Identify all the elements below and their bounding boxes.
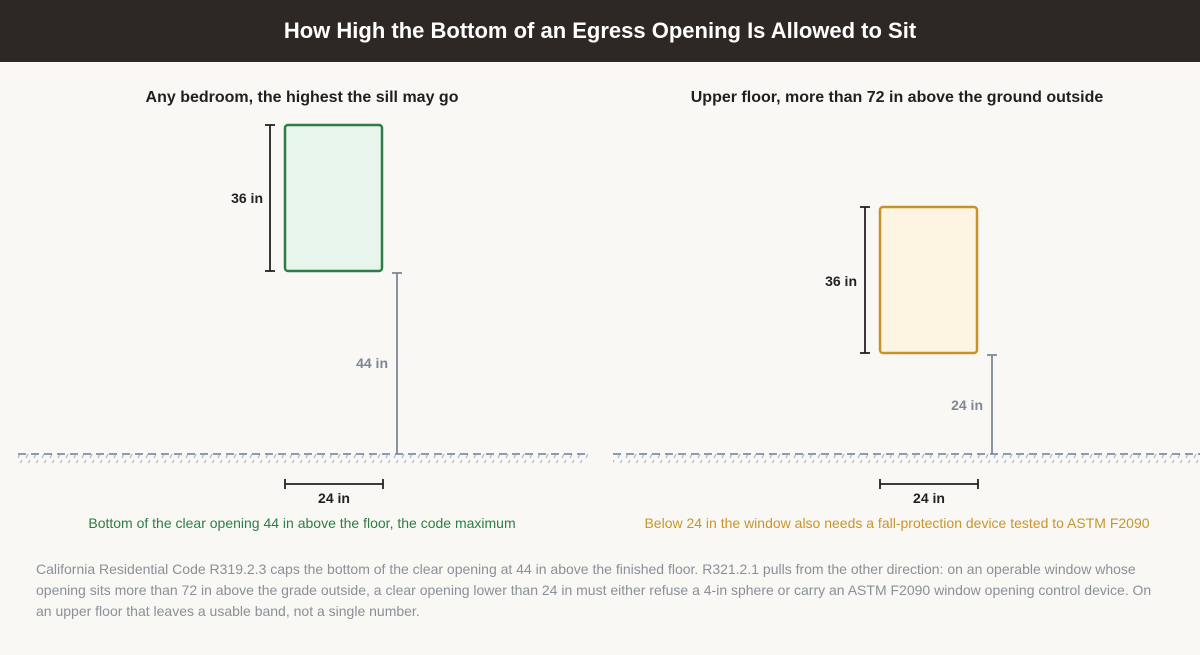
height-dimension-left bbox=[265, 124, 275, 272]
panel-right: Upper floor, more than 72 in above the g… bbox=[613, 89, 1200, 531]
panel-left-caption: Bottom of the clear opening 44 in above … bbox=[88, 515, 515, 531]
sill-label-right: 24 in bbox=[951, 397, 983, 413]
panel-left: Any bedroom, the highest the sill may go… bbox=[18, 89, 588, 531]
sill-dimension-right bbox=[987, 354, 997, 454]
egress-diagram: Any bedroom, the highest the sill may go… bbox=[18, 89, 1200, 531]
width-dimension-left bbox=[284, 479, 384, 489]
width-dimension-right bbox=[879, 479, 979, 489]
page-title: How High the Bottom of an Egress Opening… bbox=[283, 18, 917, 43]
height-label-right: 36 in bbox=[825, 273, 857, 289]
width-label-right: 24 in bbox=[913, 490, 945, 506]
panel-right-title: Upper floor, more than 72 in above the g… bbox=[691, 89, 1104, 106]
header-bar: How High the Bottom of an Egress Opening… bbox=[0, 0, 1200, 62]
sill-dimension-left bbox=[392, 272, 402, 454]
panel-right-caption: Below 24 in the window also needs a fall… bbox=[644, 515, 1149, 531]
height-dimension-right bbox=[860, 206, 870, 354]
panel-left-title: Any bedroom, the highest the sill may go bbox=[146, 89, 459, 106]
height-label-left: 36 in bbox=[231, 190, 263, 206]
footnote-text: California Residential Code R319.2.3 cap… bbox=[36, 561, 1152, 619]
ground-line-right bbox=[613, 453, 1200, 463]
ground-line-left bbox=[18, 453, 588, 463]
window-opening-right bbox=[878, 205, 979, 355]
width-label-left: 24 in bbox=[318, 490, 350, 506]
sill-label-left: 44 in bbox=[356, 355, 388, 371]
window-opening-left bbox=[283, 123, 384, 273]
